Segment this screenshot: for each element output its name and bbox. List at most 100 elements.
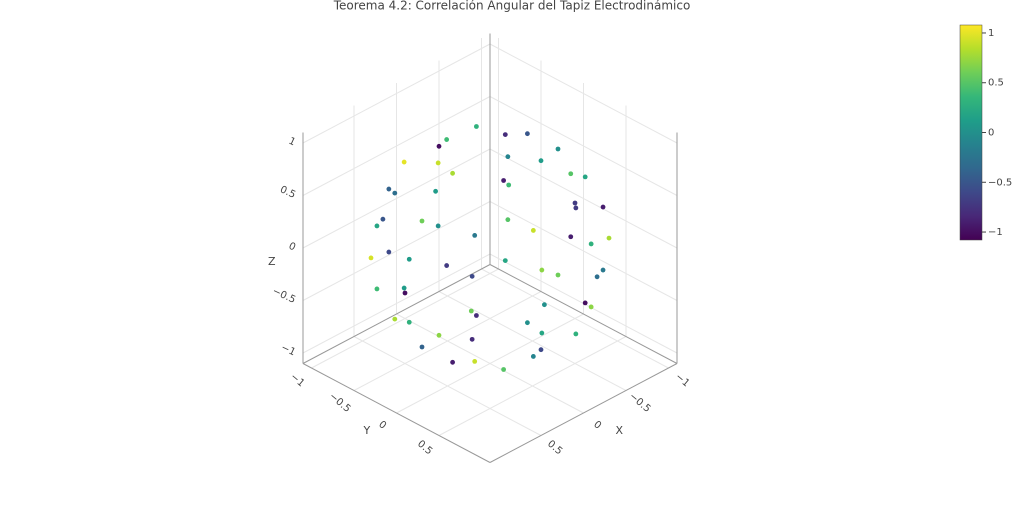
point [502,132,508,138]
y-tick-label: −0.5 [327,391,353,415]
point [606,235,612,241]
point [419,344,425,350]
point [538,347,544,353]
grid-line [489,201,678,301]
z-tick-label: −1 [279,342,297,358]
point [588,304,594,310]
point [469,336,475,342]
y-tick-label: 0 [376,419,388,432]
point [435,160,441,166]
point [436,143,442,149]
grid-line [438,336,627,436]
z-tick-label: −0.5 [270,286,297,306]
grid-line [489,96,678,196]
grid-line [311,268,499,369]
point [501,367,506,372]
grid-line [396,313,584,414]
grid-line [489,148,678,249]
point [505,217,511,223]
point [468,308,474,314]
grid-line [302,96,491,196]
point [472,359,478,364]
grid-line [489,43,678,144]
point [538,158,544,164]
point [444,263,450,268]
point [502,258,508,263]
point [474,124,479,129]
y-axis-title: Y [363,424,371,437]
point [401,285,407,291]
point [573,205,579,211]
point [573,331,579,337]
point [530,354,536,359]
point [594,274,600,280]
point [539,267,545,273]
y-tick-label: 0.5 [415,439,434,458]
point [530,228,536,233]
point [600,204,606,210]
point [386,186,392,192]
z-tick-label: 1 [287,136,297,149]
point [555,146,561,152]
point [374,223,380,229]
point [600,267,606,273]
point [582,174,588,180]
point [505,154,511,160]
axis-line [489,264,678,364]
point [435,223,441,229]
point [582,300,588,306]
point [386,249,392,255]
colorbar-tick-label: −1 [988,227,1003,238]
chart-title: Teorema 4.2: Correlación Angular del Tap… [333,0,691,13]
grid-line [302,148,491,249]
point [436,332,442,338]
grid-line [302,201,491,301]
colorbar-tick-label: −0.5 [988,177,1012,188]
colorbar [959,24,983,241]
x-tick-label: −0.5 [627,391,653,415]
point [406,256,412,262]
point [572,200,578,206]
x-tick-label: 0 [591,419,603,432]
y-tick-label: −1 [288,371,306,389]
point [506,182,512,188]
axis-line [302,264,491,364]
axis-line [489,363,678,463]
colorbar-tick-label: 0.5 [988,78,1004,89]
z-axis-title: Z [268,255,276,268]
point [419,218,425,224]
point [402,290,408,296]
point [501,178,506,183]
point [450,359,455,365]
colorbar-tick-label: 0 [988,128,994,139]
point [469,273,475,279]
point [568,234,574,240]
point [406,319,412,325]
z-tick-label: 0.5 [278,184,297,201]
point [450,170,455,176]
grid-line [302,253,491,354]
point [542,302,547,308]
point [392,316,398,322]
point [374,286,380,292]
point [472,233,478,238]
x-tick-label: 0.5 [545,439,564,458]
point [401,159,407,165]
point [525,320,530,326]
x-axis-title: X [616,424,624,437]
point [568,171,574,177]
point [588,241,594,247]
point [392,190,398,196]
axis-line [302,363,491,463]
point [555,272,561,278]
grid-line [302,43,491,144]
z-tick-label: 0 [287,241,297,254]
point [380,216,386,222]
grid-line [353,291,542,391]
point [433,188,438,194]
x-tick-label: −1 [673,371,691,389]
point [539,330,545,336]
colorbar-tick-label: 1 [988,28,994,39]
point [368,255,374,261]
